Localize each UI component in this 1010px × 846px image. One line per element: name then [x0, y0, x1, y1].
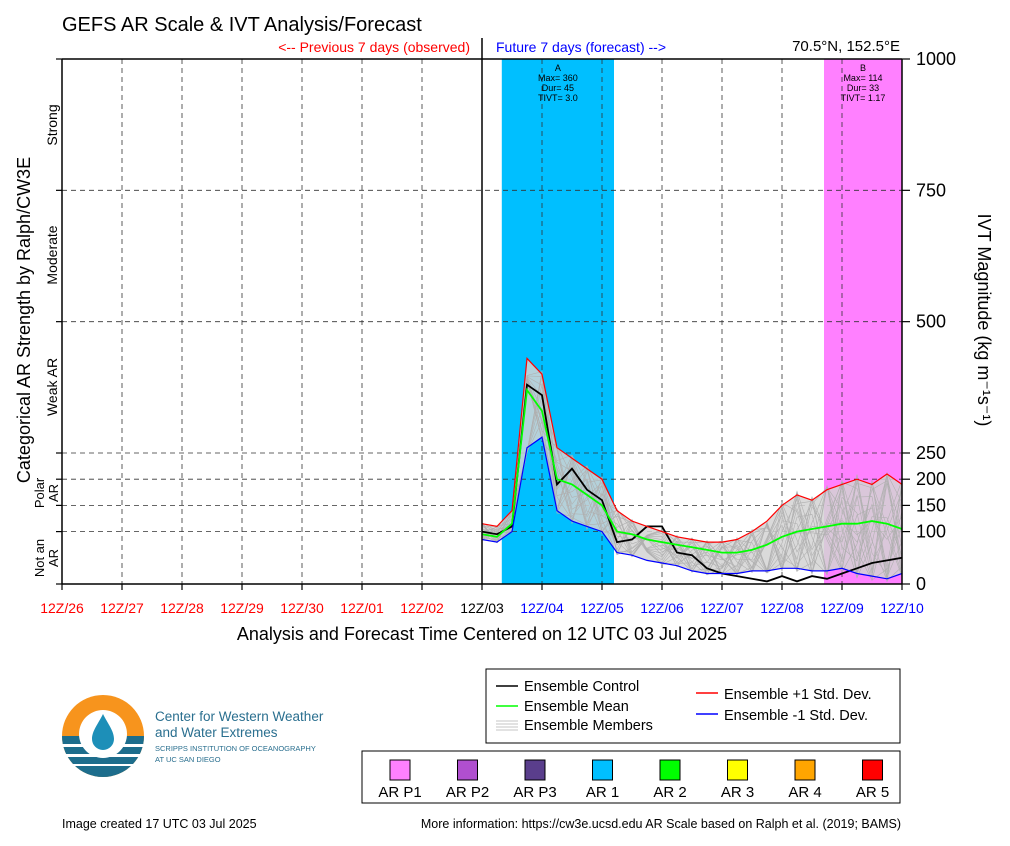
- logo-line-1: Center for Western Weather: [155, 709, 324, 724]
- ar-scale-swatch-ar-1: [592, 759, 613, 781]
- ar-scale-label-ar-5: AR 5: [856, 784, 889, 801]
- y-tick-label-750: 750: [916, 180, 946, 200]
- legend-members-swatch: [496, 720, 518, 731]
- x-axis-title: Analysis and Forecast Time Centered on 1…: [237, 624, 727, 644]
- ar-scale-swatch-ar-3: [727, 759, 748, 781]
- legend-minus-std-label: Ensemble -1 Std. Dev.: [724, 708, 868, 724]
- category-label-not-an-ar: Not an: [32, 539, 47, 577]
- y-axis-left-title: Categorical AR Strength by Ralph/CW3E: [14, 157, 34, 483]
- category-label-not-an-ar: AR: [46, 549, 61, 567]
- category-label-moderate: Moderate: [44, 225, 60, 284]
- previous-label: <-- Previous 7 days (observed): [278, 39, 470, 55]
- series-ensemble-mean: [481, 387, 903, 554]
- x-tick-label-8: 12Z/04: [520, 600, 564, 616]
- x-tick-label-4: 12Z/30: [280, 600, 324, 616]
- logo-line-3: SCRIPPS INSTITUTION OF OCEANOGRAPHY: [155, 744, 316, 753]
- location-label: 70.5°N, 152.5°E: [792, 38, 900, 55]
- ar-scale-swatch-ar-4: [794, 759, 816, 781]
- y-tick-label-150: 150: [916, 495, 946, 515]
- ar-event-base-fill: [884, 579, 902, 584]
- series-ensemble-1-std-dev-: [481, 436, 903, 580]
- cw3e-logo: [62, 695, 144, 777]
- x-tick-label-5: 12Z/01: [340, 600, 384, 616]
- category-label-polar-ar: AR: [46, 484, 61, 502]
- series-ensemble-1-std-dev-: [481, 357, 903, 543]
- ar-event-A-duration: Dur= 45: [542, 83, 574, 93]
- ar-event-B-tivt: TIVT= 1.17: [841, 93, 886, 103]
- ar-event-B-duration: Dur= 33: [847, 83, 879, 93]
- legend-mean-label: Ensemble Mean: [524, 699, 629, 715]
- x-tick-label-2: 12Z/28: [160, 600, 204, 616]
- chart-title: GEFS AR Scale & IVT Analysis/Forecast: [62, 14, 422, 36]
- footer-info: More information: https://cw3e.ucsd.edu …: [421, 817, 901, 831]
- ensemble-member-line: [481, 384, 903, 578]
- ar-event-B-label: B: [860, 63, 866, 73]
- ar-event-A-max: Max= 360: [538, 73, 578, 83]
- future-label: Future 7 days (forecast) -->: [496, 39, 666, 55]
- ar-scale-label-ar-4: AR 4: [788, 784, 821, 801]
- x-tick-label-1: 12Z/27: [100, 600, 144, 616]
- y-axis-right-title: IVT Magnitude (kg m⁻¹s⁻¹): [974, 214, 994, 427]
- x-tick-label-14: 12Z/10: [880, 600, 924, 616]
- x-tick-label-9: 12Z/05: [580, 600, 624, 616]
- category-label-weak-ar: Weak AR: [44, 358, 60, 416]
- ensemble-member-line: [481, 379, 903, 579]
- logo-line-2: and Water Extremes: [155, 725, 278, 740]
- x-tick-label-3: 12Z/29: [220, 600, 264, 616]
- x-tick-label-6: 12Z/02: [400, 600, 444, 616]
- category-label-strong: Strong: [44, 104, 60, 145]
- legend-control-label: Ensemble Control: [524, 679, 639, 695]
- x-tick-label-11: 12Z/07: [700, 600, 744, 616]
- footer-created: Image created 17 UTC 03 Jul 2025: [62, 817, 257, 831]
- y-tick-label-500: 500: [916, 312, 946, 332]
- x-tick-label-13: 12Z/09: [820, 600, 864, 616]
- x-tick-label-0: 12Z/26: [40, 600, 84, 616]
- logo-line-4: AT UC SAN DIEGO: [155, 755, 221, 764]
- y-tick-label-200: 200: [916, 469, 946, 489]
- ar-scale-label-ar-1: AR 1: [586, 784, 619, 801]
- water-drop-icon: [92, 714, 114, 750]
- ar-scale-swatch-ar-p3: [524, 759, 546, 781]
- y-tick-label-100: 100: [916, 522, 946, 542]
- x-tick-label-12: 12Z/08: [760, 600, 804, 616]
- y-tick-label-1000: 1000: [916, 49, 956, 69]
- ar-event-A-tivt: TIVT= 3.0: [538, 93, 578, 103]
- ar-scale-swatch-ar-2: [659, 759, 681, 781]
- ar-scale-label-ar-p1: AR P1: [378, 784, 421, 801]
- x-tick-label-10: 12Z/06: [640, 600, 684, 616]
- ar-scale-swatch-ar-p2: [457, 759, 478, 781]
- ar-scale-label-ar-p2: AR P2: [446, 784, 489, 801]
- ar-scale-swatch-ar-p1: [389, 759, 411, 781]
- ensemble-member-line: [481, 371, 903, 576]
- ar-scale-label-ar-p3: AR P3: [513, 784, 556, 801]
- legend-box: [485, 668, 901, 744]
- ar-scale-label-ar-2: AR 2: [653, 784, 686, 801]
- y-tick-label-250: 250: [916, 443, 946, 463]
- ensemble-member-line: [481, 394, 903, 579]
- ar-event-A-label: A: [555, 63, 561, 73]
- ar-event-B-max: Max= 114: [843, 73, 882, 83]
- category-label-polar-ar: Polar: [32, 477, 47, 508]
- ar-scale-swatch-ar-5: [862, 759, 883, 781]
- y-tick-label-0: 0: [916, 574, 926, 594]
- logo-wave-line: [62, 764, 144, 766]
- ar-scale-label-ar-3: AR 3: [721, 784, 754, 801]
- legend-plus-std-label: Ensemble +1 Std. Dev.: [724, 687, 872, 703]
- x-tick-label-7: 12Z/03: [460, 600, 504, 616]
- legend-members-label: Ensemble Members: [524, 718, 653, 734]
- ar-scale-legend: AR P1 AR P2 AR P3 AR 1 AR 2 AR 3 AR 4 AR 5: [378, 759, 889, 801]
